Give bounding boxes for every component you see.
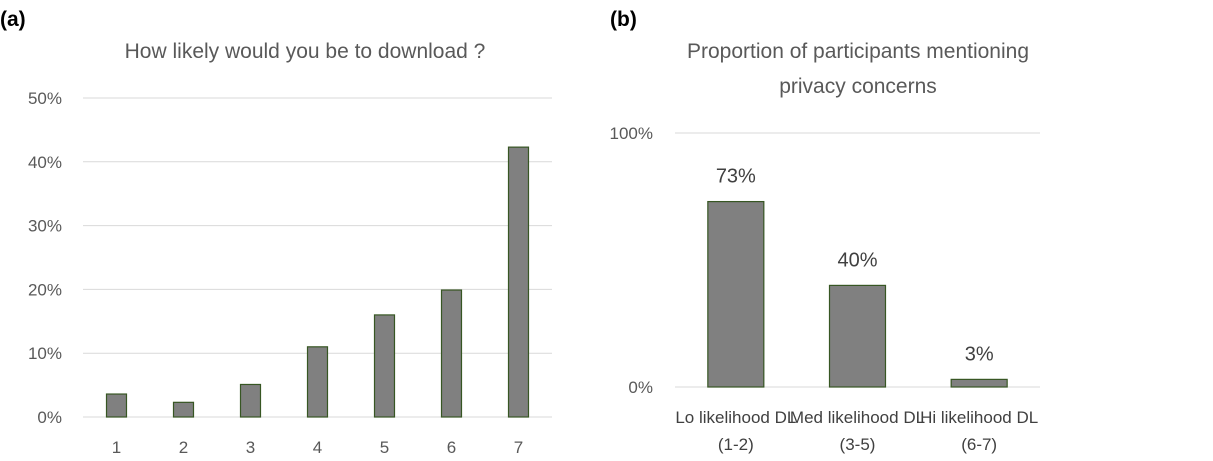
chart-b-title-line-2: privacy concerns: [779, 75, 937, 98]
chart-b-data-labels: 73% 40% 3%: [716, 166, 994, 366]
y-tick-label: 50%: [28, 89, 62, 108]
bar: [239, 383, 262, 418]
bar: [373, 314, 396, 418]
chart-b: (b) Proportion of participants mentionin…: [610, 8, 1040, 454]
bar: [950, 378, 1008, 388]
y-tick-label: 10%: [28, 344, 62, 363]
chart-b-title-line-1: Proportion of participants mentioning: [687, 40, 1029, 63]
x-tick-label: Lo likelihood DL: [675, 408, 796, 427]
chart-a: (a) How likely would you be to download …: [0, 8, 552, 457]
chart-b-y-ticks: 0% 100%: [610, 124, 653, 397]
bar: [105, 393, 128, 418]
x-tick-label: (1-2): [718, 435, 754, 454]
x-tick-label: 4: [313, 438, 322, 457]
panel-label-b: (b): [610, 8, 637, 31]
chart-a-title: How likely would you be to download ?: [125, 40, 486, 63]
y-tick-label: 30%: [28, 217, 62, 236]
y-tick-label: 0%: [37, 408, 62, 427]
chart-b-x-ticks: Lo likelihood DL (1-2) Med likelihood DL (3…: [675, 408, 1038, 454]
x-tick-label: 3: [246, 438, 255, 457]
x-tick-label: Med likelihood DL: [790, 408, 925, 427]
x-tick-label: 2: [179, 438, 188, 457]
bar: [440, 289, 463, 418]
x-tick-label: (3-5): [840, 435, 876, 454]
data-label: 3%: [965, 343, 994, 365]
y-tick-label: 20%: [28, 280, 62, 299]
panel-label-a: (a): [0, 8, 26, 31]
x-tick-label: (6-7): [961, 435, 997, 454]
y-tick-label: 40%: [28, 153, 62, 172]
x-tick-label: Hi likelihood DL: [920, 408, 1038, 427]
x-tick-label: 5: [380, 438, 389, 457]
bar: [306, 346, 329, 418]
chart-b-bars: [707, 200, 1008, 388]
x-tick-label: 6: [447, 438, 456, 457]
chart-a-bars: [105, 146, 530, 418]
chart-a-x-ticks: 1 2 3 4 5 6 7: [112, 438, 523, 457]
bar: [707, 200, 765, 388]
chart-a-y-ticks: 0% 10% 20% 30% 40% 50%: [28, 89, 62, 427]
y-tick-label: 0%: [628, 378, 653, 397]
bar: [828, 284, 887, 388]
chart-a-gridlines: [83, 97, 552, 418]
bar: [507, 146, 530, 418]
y-tick-label: 100%: [610, 124, 653, 143]
x-tick-label: 1: [112, 438, 121, 457]
data-label: 40%: [837, 249, 877, 271]
x-tick-label: 7: [514, 438, 523, 457]
bar: [172, 401, 195, 418]
data-label: 73%: [716, 166, 756, 188]
